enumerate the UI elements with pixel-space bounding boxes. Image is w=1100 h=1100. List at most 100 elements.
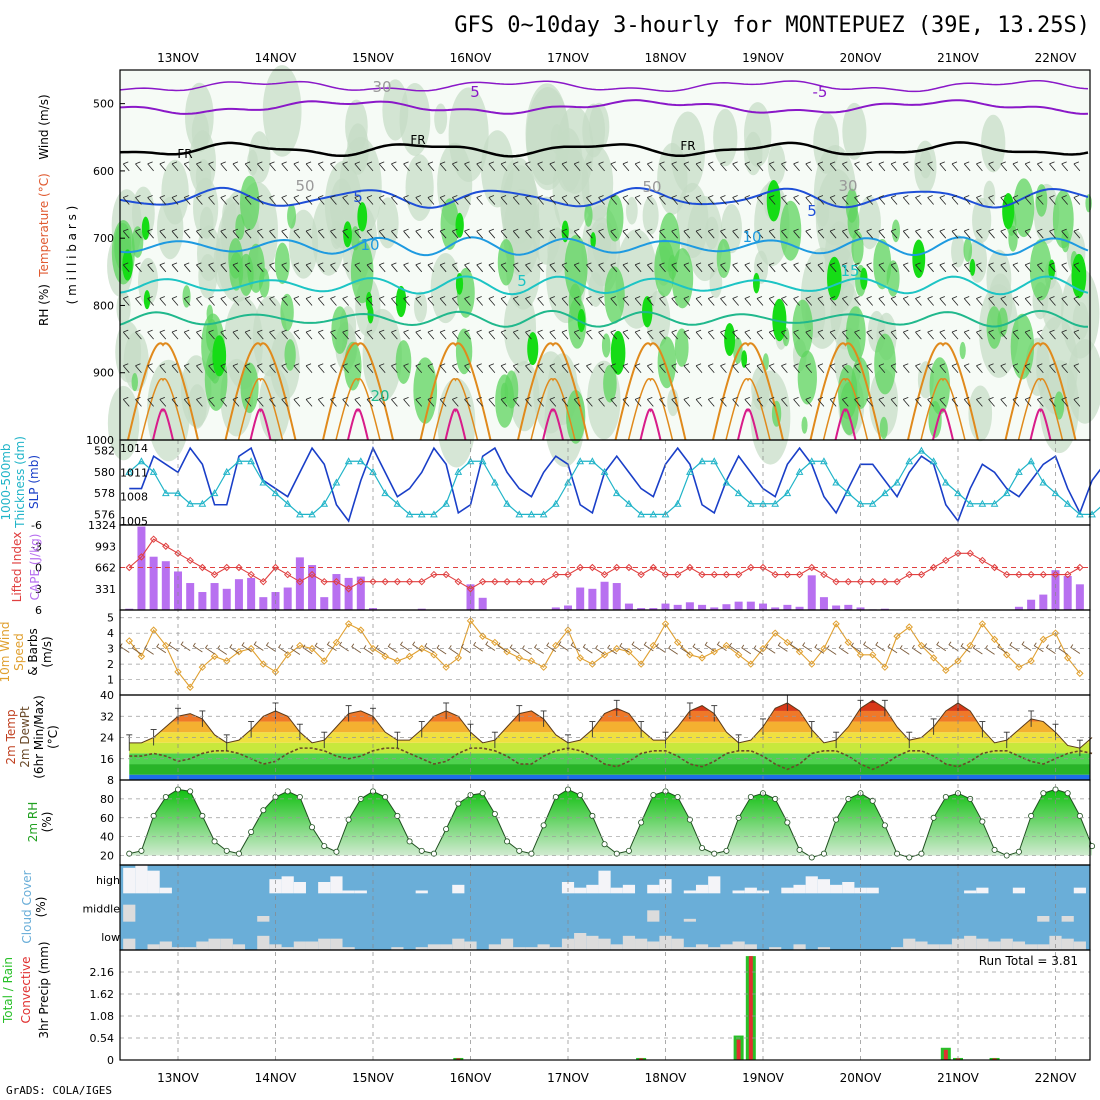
thickness-point [686,467,694,475]
temp-contour-25 [517,342,589,441]
precip-convective-bar [748,956,753,1060]
rh-blob-saturated [827,256,842,301]
wind-barb [1037,262,1044,273]
wind-barb [317,329,325,340]
lifted-index-point [990,563,999,572]
wind-barb [427,396,435,407]
cape-bar [174,571,182,610]
cloud-bar-low [586,935,599,950]
rh-point [674,794,681,801]
cloud-bar-low [196,941,209,950]
wind-barb [695,363,703,373]
wind-barb [598,363,605,373]
wind-barb [902,329,910,340]
wind-speed-point [442,663,450,671]
wind-barb-10m [1009,641,1020,652]
wind-barb [512,396,520,407]
wind-barb [976,296,983,306]
thickness-point [661,510,670,518]
lifted-index-point [576,563,584,572]
lifted-index-point [137,553,146,561]
lifted-index-point [1076,563,1084,572]
cape-bar [771,607,780,610]
thickness-point [1039,478,1048,486]
thickness-point [710,457,719,465]
rh-point [187,788,194,795]
cape-bar [624,603,633,610]
temp-2m-label-line: (°C) [46,725,60,749]
rh-blob [951,234,965,268]
wind-barb [951,195,959,205]
thickness-point [1002,489,1011,497]
cloud-bar-low [500,938,514,950]
lifted-index-point [722,570,731,579]
temp-tick-label: 24 [100,732,114,745]
date-label-top: 20NOV [840,51,882,65]
cape-bar [564,605,572,610]
wind-barb [622,161,630,172]
rh-2m-label-line: 2m RH [26,802,40,843]
thickness-point [259,478,268,486]
cape-bar [283,587,292,610]
cape-bar [417,608,426,610]
wind-barb [610,195,618,205]
contour-label: FR [680,139,695,153]
wind-speed-point [1039,635,1048,644]
wind-barb [561,363,569,373]
rh-blob [582,103,606,158]
wind-barb [220,396,228,407]
wind-barb [147,329,154,340]
contour-label: 5 [353,188,363,206]
wind-barb [354,396,362,407]
cloud-bar-low [427,944,441,950]
rh-blob [198,253,218,299]
rh-point [942,794,949,801]
wind-barb [695,329,703,340]
cloud-bar-high [318,882,331,894]
wind-barb [622,329,630,340]
wind-barb [196,262,203,273]
wind-barb [988,396,995,407]
cape-bar [308,565,317,610]
wind-barb [330,195,337,205]
thickness-point [125,467,134,475]
wind-barb [488,228,496,239]
wind-speed-point [673,638,682,647]
cloud-bar-high [561,882,575,894]
thickness-point [381,489,390,497]
wind-barb [1012,161,1020,172]
wind-barb [171,363,179,373]
wind-barb [927,296,934,306]
lifted-index-point [174,549,182,558]
temp-contour-30 [725,378,771,441]
wind-barb-10m [850,642,861,653]
wind-barb [537,363,544,373]
cloud-bar-low [549,947,562,950]
cloud-bar-low [488,944,501,950]
wind-barb-10m [339,641,349,652]
temp-contour-20 [119,309,1088,328]
wind-barb [549,329,557,340]
temp-contour-25 [1004,342,1077,441]
wind-barb [232,195,240,205]
precip-tick-label: 0 [107,1054,114,1067]
lifted-index-point [503,577,511,586]
wind-barb [1061,363,1068,373]
wind-barb [634,262,642,273]
wind-barb [293,228,301,239]
wind-speed-point [308,644,316,653]
wind-barb [415,396,423,407]
axis-labels: 5006007008009001000582580578576101410111… [31,98,148,1067]
wind-barb [805,161,813,172]
wind-barb [439,161,447,172]
temp-band [129,721,1090,733]
wind-barb [293,329,301,340]
wind-speed-point [868,651,877,659]
cloud-bar-low [305,941,319,950]
wind-barb [464,195,471,205]
wind-barb [549,363,557,373]
cloud-bar-low [220,938,233,950]
rh-point [991,846,998,853]
temp-band [129,774,1090,780]
rh-blob-moist [657,336,677,389]
